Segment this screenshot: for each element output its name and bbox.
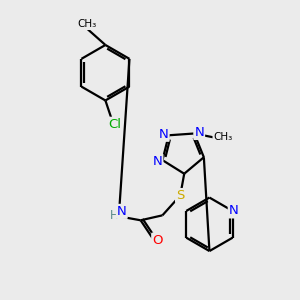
Text: N: N: [159, 128, 169, 141]
Text: N: N: [194, 126, 204, 139]
Text: O: O: [152, 234, 163, 247]
Text: CH₃: CH₃: [77, 19, 96, 29]
Text: S: S: [176, 189, 184, 202]
Text: N: N: [117, 205, 127, 218]
Text: Cl: Cl: [108, 118, 121, 131]
Text: CH₃: CH₃: [213, 133, 232, 142]
Text: H: H: [110, 209, 118, 222]
Text: N: N: [153, 154, 162, 168]
Text: N: N: [229, 204, 238, 218]
